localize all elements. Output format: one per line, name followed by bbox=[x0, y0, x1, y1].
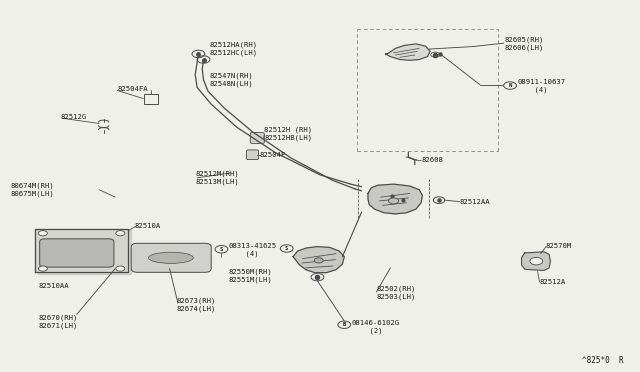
Text: 08146-6102G
    (2): 08146-6102G (2) bbox=[352, 320, 400, 334]
Text: 82670(RH)
82671(LH): 82670(RH) 82671(LH) bbox=[38, 315, 78, 329]
Text: 82510A: 82510A bbox=[134, 223, 161, 229]
Text: B: B bbox=[342, 322, 346, 327]
Text: 80674M(RH)
80675M(LH): 80674M(RH) 80675M(LH) bbox=[11, 183, 54, 197]
Text: 82502(RH)
82503(LH): 82502(RH) 82503(LH) bbox=[376, 286, 416, 300]
Text: 82608: 82608 bbox=[421, 157, 443, 163]
Text: 82512A: 82512A bbox=[540, 279, 566, 285]
Polygon shape bbox=[522, 252, 550, 270]
Text: 82510AA: 82510AA bbox=[38, 283, 69, 289]
FancyBboxPatch shape bbox=[131, 243, 211, 272]
Text: 82512G: 82512G bbox=[61, 114, 87, 120]
Text: 82504F: 82504F bbox=[260, 153, 286, 158]
Ellipse shape bbox=[148, 252, 193, 263]
Polygon shape bbox=[38, 230, 131, 274]
Text: 82605(RH)
82606(LH): 82605(RH) 82606(LH) bbox=[504, 37, 544, 51]
Text: 82504FA: 82504FA bbox=[117, 86, 148, 92]
Circle shape bbox=[38, 266, 47, 271]
Text: 82673(RH)
82674(LH): 82673(RH) 82674(LH) bbox=[177, 297, 216, 311]
Text: 82512AA: 82512AA bbox=[460, 199, 490, 205]
Text: 82547N(RH)
82548N(LH): 82547N(RH) 82548N(LH) bbox=[209, 73, 253, 87]
Circle shape bbox=[116, 231, 125, 236]
Text: 82512H (RH)
82512HB(LH): 82512H (RH) 82512HB(LH) bbox=[264, 127, 312, 141]
Text: ^825*0  R: ^825*0 R bbox=[582, 356, 624, 365]
Circle shape bbox=[402, 48, 415, 56]
Text: 08911-10637
    (4): 08911-10637 (4) bbox=[517, 79, 565, 93]
Circle shape bbox=[388, 198, 399, 204]
Circle shape bbox=[38, 231, 47, 236]
Circle shape bbox=[338, 321, 351, 328]
Text: S: S bbox=[220, 247, 223, 252]
Polygon shape bbox=[35, 229, 128, 272]
Circle shape bbox=[280, 245, 293, 252]
FancyBboxPatch shape bbox=[250, 132, 264, 144]
Polygon shape bbox=[368, 184, 422, 214]
Text: 82570M: 82570M bbox=[546, 243, 572, 249]
Circle shape bbox=[215, 246, 228, 253]
FancyBboxPatch shape bbox=[246, 150, 259, 160]
Circle shape bbox=[116, 266, 125, 271]
Polygon shape bbox=[385, 44, 430, 60]
Text: 08313-41625
    (4): 08313-41625 (4) bbox=[228, 243, 276, 257]
Text: 82512HA(RH)
82512HC(LH): 82512HA(RH) 82512HC(LH) bbox=[209, 41, 257, 55]
Polygon shape bbox=[293, 247, 344, 273]
Bar bbox=[144, 94, 158, 104]
Circle shape bbox=[314, 258, 323, 263]
Text: 82512M(RH)
82513M(LH): 82512M(RH) 82513M(LH) bbox=[196, 171, 239, 185]
Text: S: S bbox=[285, 246, 289, 251]
FancyBboxPatch shape bbox=[40, 239, 114, 267]
Circle shape bbox=[530, 257, 543, 265]
Text: 82550M(RH)
82551M(LH): 82550M(RH) 82551M(LH) bbox=[228, 269, 272, 283]
Circle shape bbox=[504, 82, 516, 89]
Text: N: N bbox=[508, 83, 512, 88]
